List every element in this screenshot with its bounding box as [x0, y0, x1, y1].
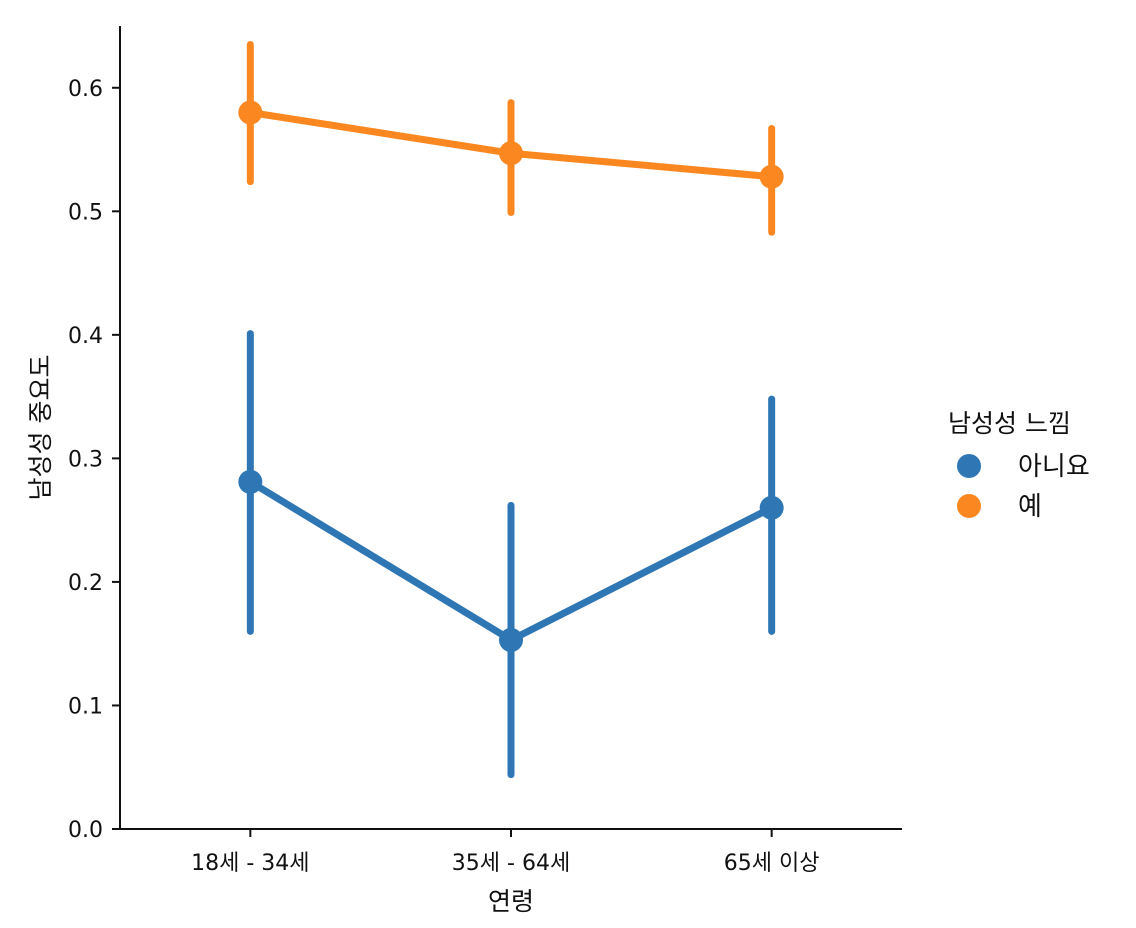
y-axis-title: 남성성 중요도 [26, 355, 55, 501]
legend-marker [957, 494, 981, 518]
y-tick-label: 0.5 [68, 200, 103, 225]
data-point [759, 495, 784, 520]
data-point [759, 164, 784, 189]
y-tick-label: 0.2 [68, 571, 103, 596]
series-2 [238, 41, 784, 236]
x-tick-label: 35세 - 64세 [452, 851, 570, 876]
x-tick-label: 18세 - 34세 [191, 851, 309, 876]
data-point [499, 627, 523, 652]
x-axis-title: 연령 [488, 887, 534, 916]
y-tick-label: 0.4 [68, 324, 103, 349]
series-1 [238, 330, 784, 779]
data-point [499, 141, 523, 166]
legend-marker [957, 454, 981, 478]
data-point [238, 100, 263, 125]
x-axis: 18세 - 34세 35세 - 64세 65세 이상 [120, 828, 902, 876]
y-tick-label: 0.1 [68, 694, 103, 719]
data-point [238, 469, 263, 494]
y-tick-label: 0.6 [68, 77, 103, 102]
legend-label: 아니요 [1018, 452, 1090, 482]
legend-label: 예 [1018, 492, 1042, 522]
legend-title: 남성성 느낌 [948, 409, 1071, 438]
plot-area [238, 41, 784, 779]
y-tick-label: 0.3 [68, 447, 103, 472]
y-axis: 0.0 0.1 0.2 0.3 0.4 0.5 0.6 [68, 26, 121, 843]
y-tick-label: 0.0 [68, 818, 103, 843]
x-tick-label: 65세 이상 [724, 851, 820, 876]
